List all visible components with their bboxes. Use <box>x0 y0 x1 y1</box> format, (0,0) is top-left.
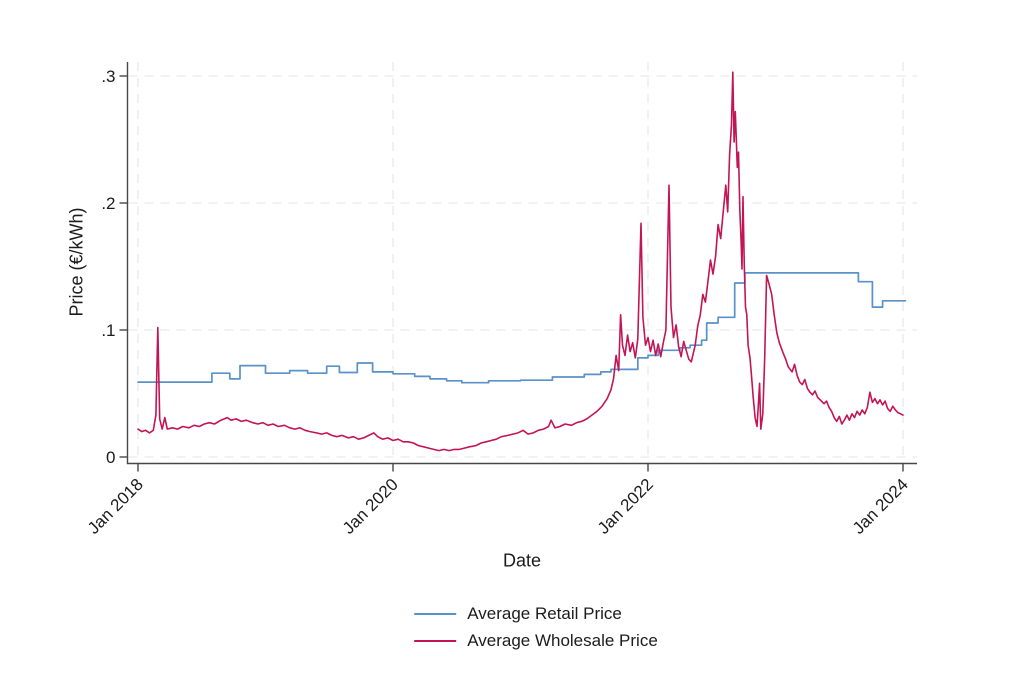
legend-item-wholesale: Average Wholesale Price <box>414 631 658 651</box>
y-tick-label: .3 <box>101 67 115 86</box>
x-tick-label: Jan 2022 <box>594 475 657 538</box>
wholesale-series-line <box>137 71 904 452</box>
legend-item-retail: Average Retail Price <box>414 604 658 624</box>
x-tick-label: Jan 2018 <box>84 475 147 538</box>
x-tick-label: Jan 2020 <box>339 475 402 538</box>
y-tick-label: .2 <box>101 194 115 213</box>
legend-label-retail: Average Retail Price <box>467 604 622 623</box>
wholesale-line-swatch <box>414 640 457 642</box>
retail-series-line <box>137 272 907 384</box>
retail-line-swatch <box>414 613 457 615</box>
gridlines <box>128 62 917 463</box>
tick-labels: 0 .1 .2 .3 Jan 2018 Jan 2020 Jan 2022 Jan 2024 <box>84 67 912 538</box>
x-tick-label: Jan 2024 <box>849 475 912 538</box>
legend: Average Retail Price Average Wholesale P… <box>414 604 658 651</box>
legend-label-wholesale: Average Wholesale Price <box>467 631 658 650</box>
series-lines <box>137 71 907 452</box>
y-tick-label: .1 <box>101 321 115 340</box>
y-tick-label: 0 <box>106 448 115 467</box>
axes <box>119 62 917 472</box>
x-axis-title: Date <box>502 550 542 571</box>
y-axis-title: Price (€/kWh) <box>66 207 87 317</box>
